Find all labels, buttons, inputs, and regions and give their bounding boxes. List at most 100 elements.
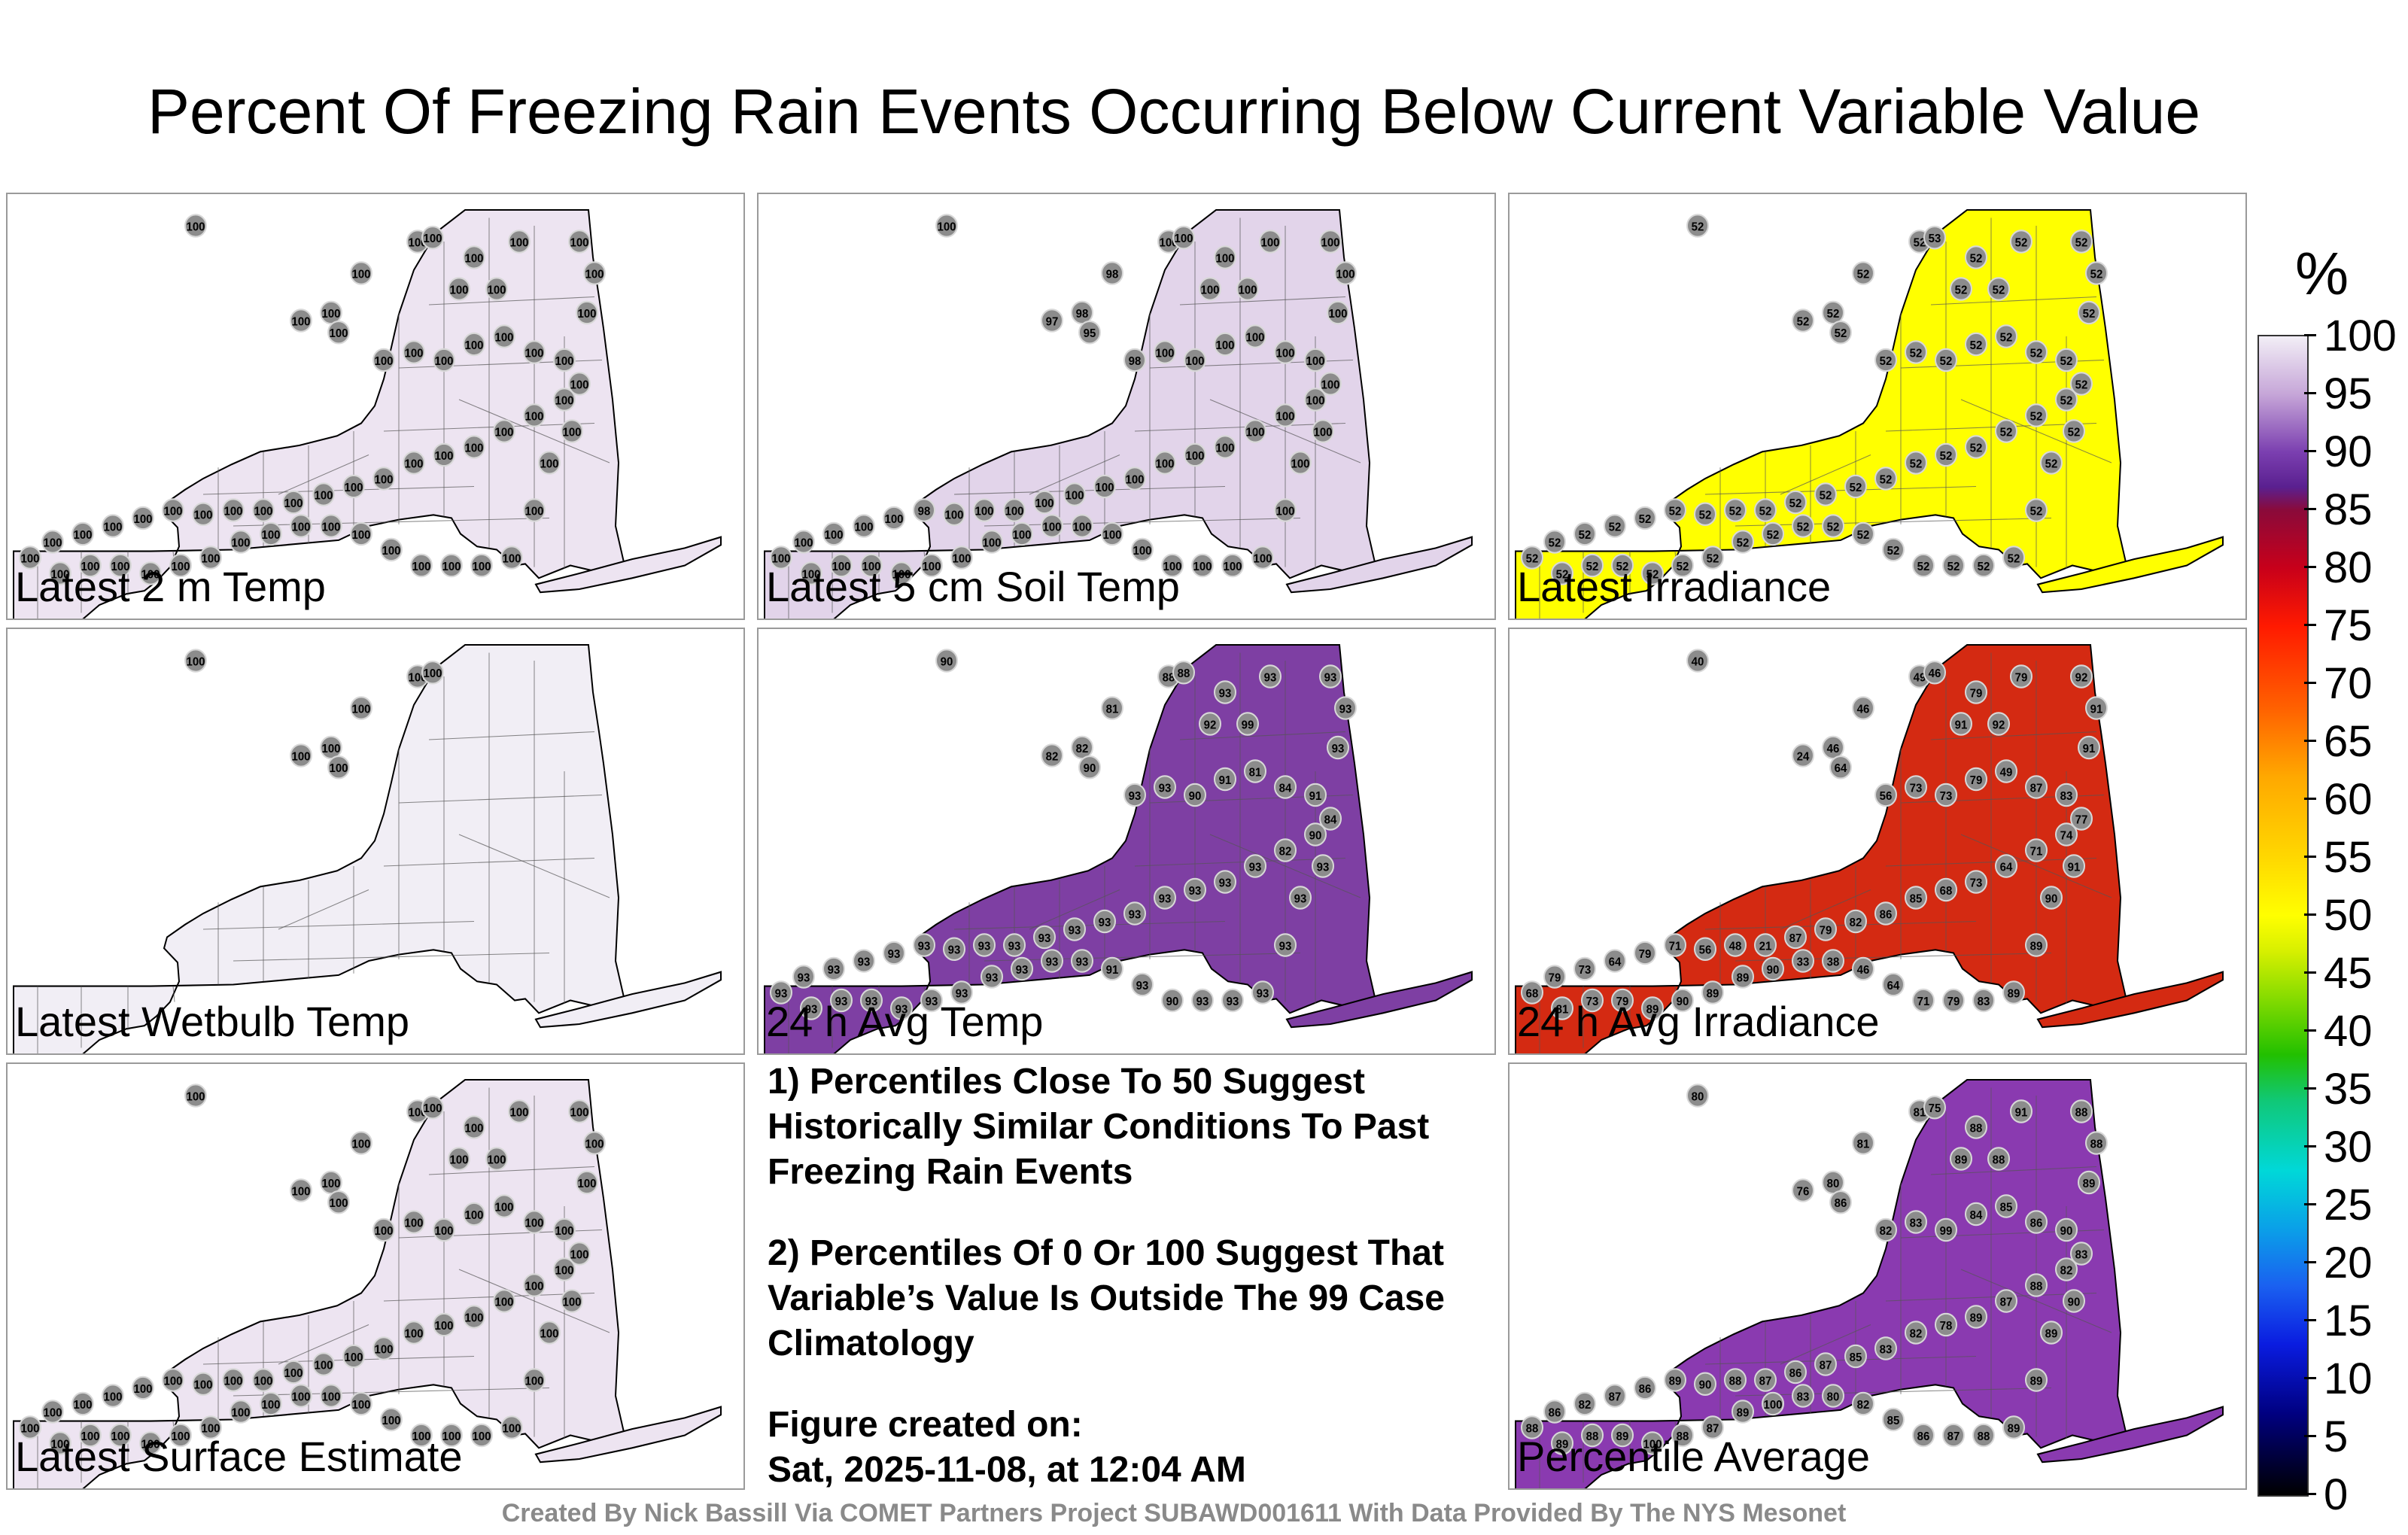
station-dot: [169, 553, 192, 578]
station-dot: [282, 1360, 305, 1385]
station-marker: 100: [523, 1210, 546, 1234]
map-panel-soil-temp: 100 100 100 98 98 97 95 98 100 100 100 100 100 100 100…: [757, 193, 1496, 620]
station-value: 100: [494, 1296, 513, 1309]
station-dot: [1995, 324, 2017, 348]
station-value: 100: [344, 1351, 363, 1363]
station-marker: 93: [1214, 870, 1236, 894]
station-marker: 52: [1852, 261, 1874, 285]
station-dot: [1664, 933, 1686, 957]
station-marker: 86: [1874, 901, 1897, 926]
station-marker: 46: [1852, 956, 1874, 981]
station-value: 52: [1707, 552, 1719, 565]
station-marker: 100: [199, 1415, 222, 1439]
station-value: 93: [1317, 861, 1330, 874]
station-marker: 100: [109, 553, 132, 578]
station-value: 52: [2000, 331, 2013, 344]
station-marker: 100: [463, 1305, 485, 1329]
station-marker: 87: [1784, 925, 1807, 950]
station-marker: 89: [2002, 1415, 2025, 1439]
station-value: 100: [937, 220, 956, 233]
station-marker: 100: [403, 340, 425, 364]
station-dot: [1078, 755, 1101, 780]
station-marker: 100: [1327, 300, 1349, 325]
station-dot: [1762, 956, 1784, 981]
station-dot: [380, 537, 403, 562]
station-value: 52: [2075, 236, 2088, 249]
station-value: 100: [832, 560, 850, 573]
station-value: 100: [1238, 284, 1257, 296]
station-dot: [1521, 546, 1543, 570]
station-dot: [49, 1431, 71, 1455]
station-marker: 90: [1161, 988, 1184, 1013]
county-line: [1780, 454, 1871, 495]
station-value: 90: [1677, 995, 1689, 1008]
station-dot: [860, 988, 883, 1013]
station-dot: [192, 502, 214, 526]
station-marker: 82: [1274, 838, 1297, 862]
station-value: 86: [1880, 908, 1893, 921]
station-dot: [1905, 340, 1927, 364]
station-marker: 100: [1199, 277, 1221, 301]
station-dot: [1259, 229, 1282, 254]
station-marker: 100: [403, 451, 425, 475]
station-value: 100: [449, 1154, 468, 1166]
station-marker: 100: [1184, 348, 1206, 372]
station-value: 100: [261, 1398, 280, 1411]
panel-label: Percentile Average: [1517, 1433, 1871, 1480]
station-value: 100: [585, 1138, 604, 1150]
station-value: 83: [2060, 789, 2073, 802]
station-value: 52: [1880, 473, 1893, 486]
station-dot: [1814, 917, 1837, 941]
station-dot: [1732, 965, 1754, 989]
station-dot: [102, 514, 124, 538]
station-value: 86: [1835, 1197, 1847, 1210]
station-dot: [1829, 320, 1852, 345]
station-marker: 88: [1581, 1423, 1604, 1448]
station-marker: 93: [770, 980, 792, 1005]
station-dot: [2025, 775, 2048, 799]
station-marker: 100: [830, 553, 853, 578]
station-dot: [1950, 1147, 1972, 1171]
station-value: 68: [1526, 987, 1539, 1000]
station-dot: [327, 320, 350, 345]
county-line: [1930, 731, 2097, 740]
station-value: 88: [1729, 1375, 1742, 1388]
station-value: 84: [1970, 1208, 1983, 1221]
station-value: 93: [986, 971, 999, 984]
station-marker: 52: [1754, 498, 1777, 522]
station-value: 52: [1910, 457, 1923, 470]
station-marker: 52: [2025, 340, 2048, 364]
station-marker: 100: [1251, 546, 1274, 570]
station-dot: [1950, 712, 1972, 736]
station-marker: 100: [421, 660, 444, 685]
station-marker: 93: [1191, 988, 1214, 1013]
station-dot: [493, 419, 515, 443]
county-line: [278, 454, 369, 495]
station-marker: 100: [553, 1257, 576, 1281]
station-value: 71: [2030, 845, 2043, 858]
station-value: 100: [974, 505, 993, 518]
station-dot: [1063, 917, 1086, 941]
station-dot: [1289, 886, 1312, 910]
station-value: 100: [186, 220, 205, 233]
station-value: 52: [2008, 552, 2020, 565]
station-value: 83: [1880, 1343, 1893, 1356]
station-marker: 89: [1950, 1147, 1972, 1171]
colorbar-tick: [2304, 624, 2316, 626]
station-marker: 100: [199, 546, 222, 570]
station-marker: 90: [1671, 988, 1694, 1013]
station-value: 73: [1586, 995, 1599, 1008]
station-value: 81: [1106, 703, 1119, 716]
station-dot: [935, 214, 958, 238]
station-marker: 52: [2085, 261, 2108, 285]
colorbar-label: 25: [2324, 1181, 2373, 1230]
station-value: 46: [1827, 742, 1840, 755]
station-dot: [1041, 743, 1063, 768]
station-value: 52: [1887, 544, 1900, 557]
station-value: 100: [223, 1375, 242, 1388]
station-dot: [2078, 1170, 2100, 1195]
county-line: [1029, 454, 1120, 495]
station-marker: 100: [463, 435, 485, 459]
station-dot: [463, 1202, 485, 1226]
station-dot: [2010, 229, 2033, 254]
